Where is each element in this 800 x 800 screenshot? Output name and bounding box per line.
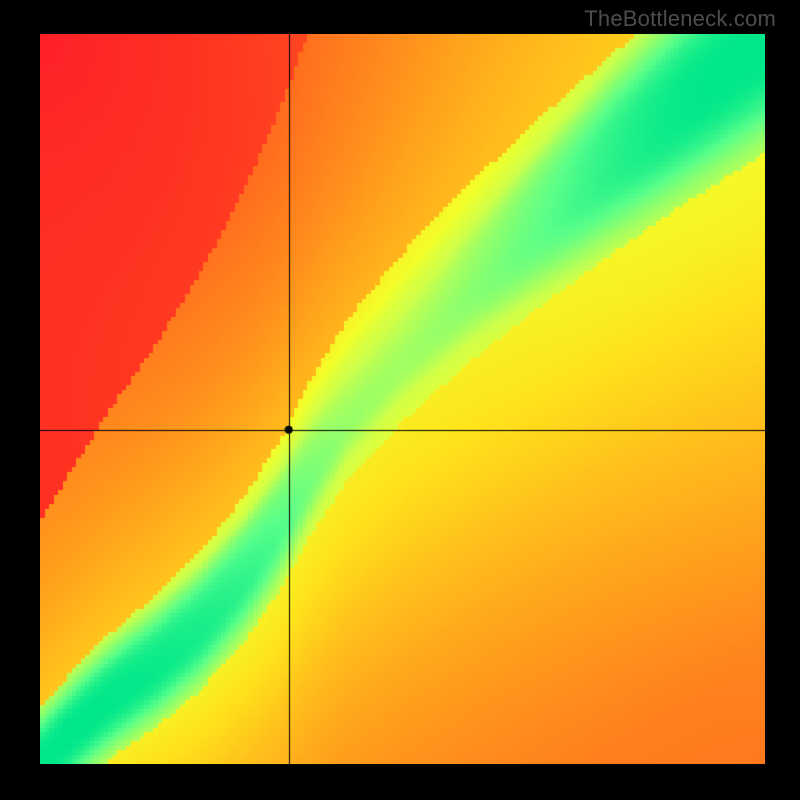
watermark-label: TheBottleneck.com xyxy=(584,6,776,32)
chart-container: TheBottleneck.com xyxy=(0,0,800,800)
heatmap-canvas xyxy=(40,34,765,764)
bottleneck-heatmap xyxy=(40,34,765,764)
